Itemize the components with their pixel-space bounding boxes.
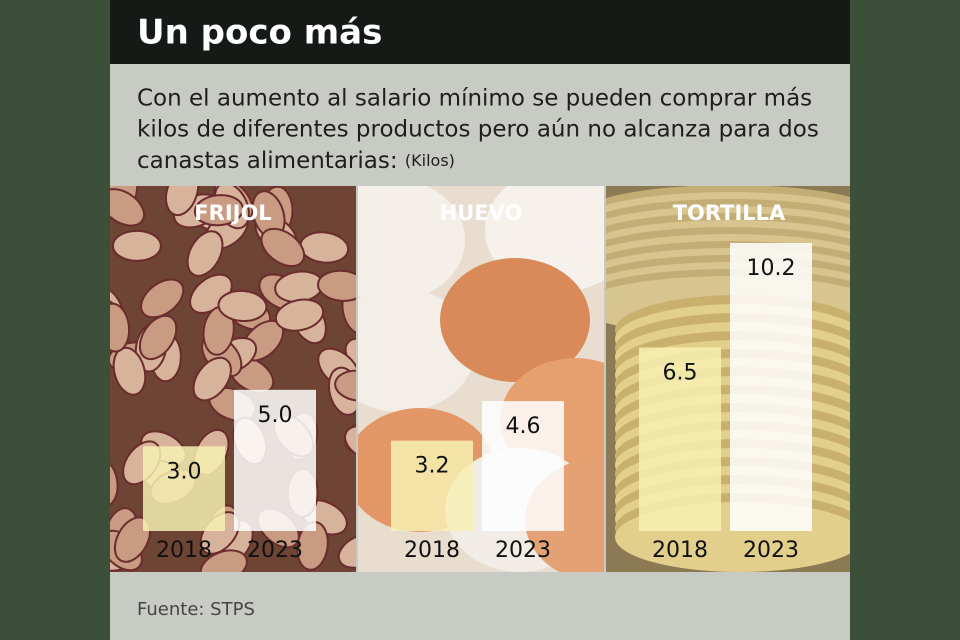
value-label: 3.2 bbox=[415, 454, 450, 479]
bean bbox=[110, 188, 146, 227]
bean bbox=[334, 369, 356, 402]
category-label: FRIJOL bbox=[194, 201, 271, 225]
year-label: 2023 bbox=[495, 538, 551, 563]
year-label: 2018 bbox=[156, 538, 212, 563]
year-label: 2023 bbox=[743, 538, 799, 563]
egg bbox=[358, 186, 465, 302]
year-label: 2018 bbox=[652, 538, 708, 563]
subtitle-line: kilos de diferentes productos pero aún n… bbox=[137, 117, 819, 143]
bean bbox=[193, 194, 244, 227]
subtitle-line: Con el aumento al salario mínimo se pued… bbox=[137, 86, 812, 112]
bean bbox=[192, 356, 232, 402]
bean bbox=[110, 302, 131, 353]
bean bbox=[140, 278, 185, 319]
subtitle-line: canastas alimentarias: (Kilos) bbox=[137, 148, 455, 174]
bean bbox=[217, 289, 268, 323]
bean bbox=[138, 314, 178, 361]
bar bbox=[482, 401, 564, 531]
bean bbox=[274, 298, 325, 332]
unit: (Kilos) bbox=[405, 151, 455, 170]
bean bbox=[186, 230, 224, 277]
value-label: 4.6 bbox=[506, 414, 541, 439]
source: Fuente: STPS bbox=[137, 599, 255, 620]
value-label: 10.2 bbox=[747, 256, 796, 281]
bar bbox=[234, 389, 316, 531]
bar bbox=[391, 440, 473, 531]
bean bbox=[165, 186, 200, 217]
bean bbox=[344, 425, 356, 462]
title: Un poco más bbox=[137, 13, 382, 53]
bean bbox=[110, 457, 119, 508]
bars: FRIJOL 3.0 2018 5.0 2023 HUEVO 3.2 2018 4.6 2023 T… bbox=[143, 201, 812, 563]
egg bbox=[440, 258, 590, 382]
value-label: 6.5 bbox=[663, 360, 698, 385]
title-bar bbox=[110, 0, 850, 64]
value-label: 5.0 bbox=[258, 403, 293, 428]
bean bbox=[344, 415, 356, 453]
value-label: 3.0 bbox=[167, 459, 202, 484]
subtitle-text: canastas alimentarias: bbox=[137, 148, 398, 174]
bar bbox=[730, 243, 812, 531]
year-label: 2018 bbox=[404, 538, 460, 563]
bar bbox=[143, 446, 225, 531]
bean bbox=[317, 269, 356, 302]
category-label: HUEVO bbox=[440, 201, 523, 225]
bean bbox=[111, 229, 162, 262]
bar bbox=[639, 347, 721, 531]
year-label: 2023 bbox=[247, 538, 303, 563]
bean bbox=[260, 227, 306, 268]
bean bbox=[337, 532, 356, 569]
category-label: TORTILLA bbox=[673, 201, 786, 225]
